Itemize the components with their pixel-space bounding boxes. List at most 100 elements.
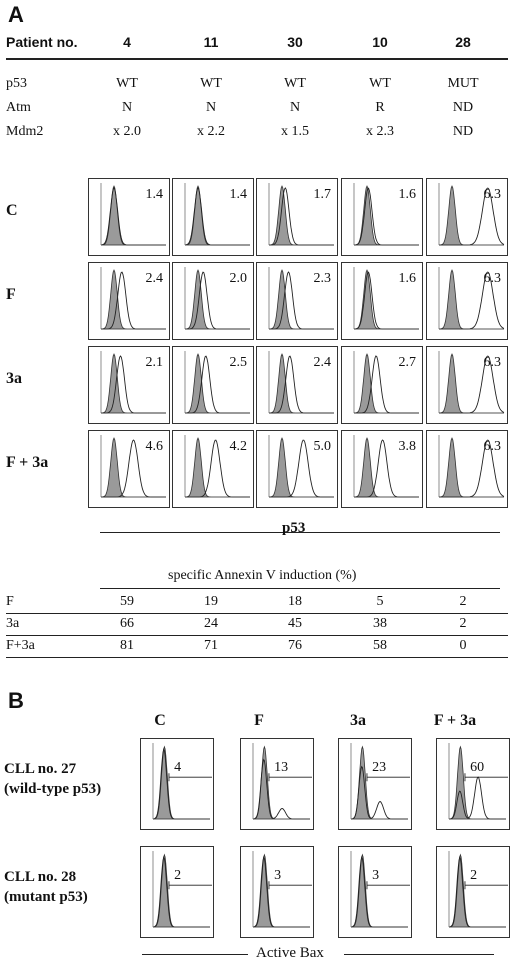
genotype-cell: WT: [116, 76, 138, 91]
control-histogram: [448, 745, 506, 820]
mfi-ratio-value: 1.6: [398, 187, 417, 202]
genotype-cell: WT: [369, 76, 391, 91]
panel-b-column-label: 3a: [350, 712, 366, 729]
genotype-row-label: Atm: [6, 100, 31, 115]
bax-axis-label: Active Bax: [256, 945, 324, 961]
cll-sample-label: CLL no. 28: [4, 869, 77, 885]
mfi-ratio-value: 6.3: [483, 187, 502, 202]
annexin-cell: 2: [459, 594, 467, 609]
p53-histogram-plot: 1.6: [341, 178, 423, 256]
active-bax-histogram-plot: 3: [338, 846, 412, 938]
genotype-cell: x 2.3: [366, 124, 394, 139]
genotype-cell: x 2.2: [197, 124, 225, 139]
genotype-row-label: p53: [6, 76, 27, 91]
active-bax-percent: 3: [372, 867, 380, 883]
cll-genotype-label: (wild-type p53): [4, 781, 102, 797]
annexin-cell: 71: [204, 638, 218, 653]
active-bax-histogram-plot: 23: [338, 738, 412, 830]
panel-b-column-label: F: [254, 712, 264, 729]
panel-b-column-label: F + 3a: [433, 712, 477, 729]
p53-histogram-plot: 1.4: [172, 178, 254, 256]
mfi-ratio-value: 2.4: [145, 271, 164, 286]
annexin-cell: 58: [373, 638, 387, 653]
p53-histogram-plot: 1.6: [341, 262, 423, 340]
control-histogram: [350, 853, 408, 928]
p53-histogram-plot: 1.4: [88, 178, 170, 256]
panel-b-column-label: C: [154, 712, 166, 729]
genotype-cell: ND: [452, 124, 474, 139]
annexin-cell: 19: [204, 594, 218, 609]
mfi-ratio-value: 6.3: [483, 355, 502, 370]
active-bax-percent: 2: [470, 867, 478, 883]
p53-histogram-plot: 4.2: [172, 430, 254, 508]
p53-axis-label: p53: [282, 520, 306, 536]
mfi-ratio-value: 2.4: [313, 355, 332, 370]
mfi-ratio-value: 2.1: [145, 355, 164, 370]
bax-axis-rule-left: [142, 954, 248, 955]
genotype-cell: WT: [284, 76, 306, 91]
mfi-ratio-value: 3.8: [398, 439, 417, 454]
p53-histogram-plot: 2.0: [172, 262, 254, 340]
genotype-cell: WT: [200, 76, 222, 91]
patient-header-4: 28: [455, 34, 471, 50]
annexin-row-label: 3a: [6, 616, 20, 631]
mfi-ratio-value: 1.4: [229, 187, 248, 202]
condition-label: C: [6, 202, 18, 219]
p53-histogram-plot: 2.7: [341, 346, 423, 424]
active-bax-histogram-plot: 4: [140, 738, 214, 830]
annexin-row-label: F+3a: [6, 638, 35, 653]
active-bax-histogram-plot: 2: [140, 846, 214, 938]
annexin-cell: 66: [120, 616, 134, 631]
p53-histogram-plot: 6.3: [426, 262, 508, 340]
p53-histogram-plot: 2.3: [256, 262, 338, 340]
mfi-ratio-value: 1.4: [145, 187, 164, 202]
genotype-cell: N: [289, 100, 301, 115]
p53-histogram-plot: 6.3: [426, 430, 508, 508]
active-bax-percent: 13: [274, 759, 289, 775]
genotype-cell: N: [121, 100, 133, 115]
genotype-cell: ND: [452, 100, 474, 115]
mfi-ratio-value: 2.0: [229, 271, 248, 286]
mfi-ratio-value: 6.3: [483, 271, 502, 286]
p53-histogram-plot: 2.4: [256, 346, 338, 424]
annexin-cell: 59: [120, 594, 134, 609]
p53-histogram-plot: 6.3: [426, 346, 508, 424]
patient-no-label: Patient no.: [6, 34, 78, 50]
active-bax-percent: 4: [174, 759, 182, 775]
p53-histogram-plot: 5.0: [256, 430, 338, 508]
p53-histogram-plot: 2.1: [88, 346, 170, 424]
patient-header-3: 10: [372, 34, 388, 50]
annexin-row-label: F: [6, 594, 14, 609]
patient-header-0: 4: [123, 34, 131, 50]
mfi-ratio-value: 1.6: [398, 271, 417, 286]
panel-b-letter: B: [8, 688, 24, 713]
mfi-ratio-value: 2.7: [398, 355, 417, 370]
panel-a-letter: A: [8, 2, 24, 27]
p53-histogram-plot: 1.7: [256, 178, 338, 256]
active-bax-histogram-plot: 13: [240, 738, 314, 830]
patient-header-1: 11: [203, 34, 219, 50]
annexin-rule: [100, 588, 500, 589]
active-bax-percent: 23: [372, 759, 387, 775]
active-bax-histogram-plot: 60: [436, 738, 510, 830]
genotype-cell: x 2.0: [113, 124, 141, 139]
active-bax-histogram-plot: 2: [436, 846, 510, 938]
genotype-row-label: Mdm2: [6, 124, 44, 139]
patient-header-2: 30: [287, 34, 303, 50]
annexin-cell: 5: [376, 594, 384, 609]
control-histogram: [152, 853, 210, 928]
annexin-title: specific Annexin V induction (%): [168, 568, 357, 583]
cll-sample-label: CLL no. 27: [4, 761, 77, 777]
annexin-cell: 45: [288, 616, 302, 631]
control-histogram: [448, 853, 506, 928]
p53-histogram-plot: 4.6: [88, 430, 170, 508]
p53-histogram-plot: 3.8: [341, 430, 423, 508]
cll-genotype-label: (mutant p53): [4, 889, 88, 905]
annexin-cell: 0: [459, 638, 467, 653]
mfi-ratio-value: 6.3: [483, 439, 502, 454]
active-bax-histogram-plot: 3: [240, 846, 314, 938]
condition-label: 3a: [6, 370, 22, 387]
genotype-cell: x 1.5: [281, 124, 309, 139]
condition-label: F: [6, 286, 16, 303]
mfi-ratio-value: 1.7: [313, 187, 332, 202]
